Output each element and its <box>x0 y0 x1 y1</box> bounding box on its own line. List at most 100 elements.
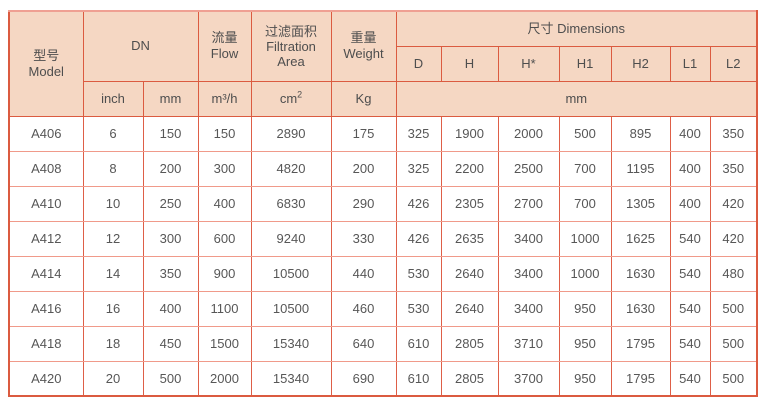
table-row: A414 14 350 900 10500 440 530 2640 3400 … <box>8 255 758 292</box>
cell-dim-h2: 1195 <box>610 150 671 187</box>
col-header-filtration-zh: 过滤面积 <box>264 23 317 39</box>
spec-table-container: 型号 Model DN 流量 Flow 过滤面积 Filtration Area… <box>8 10 759 397</box>
col-header-dim-h2: H2 <box>610 45 671 82</box>
cell-dim-h: 2640 <box>440 255 499 292</box>
cell-dim-l2: 500 <box>709 360 758 397</box>
cell-dim-h-star: 2500 <box>497 150 560 187</box>
col-header-weight: 重量 Weight <box>330 10 397 82</box>
cell-flow: 600 <box>197 220 252 257</box>
cell-dim-l2: 350 <box>709 150 758 187</box>
cell-dim-h-star: 3400 <box>497 255 560 292</box>
col-header-dimensions: 尺寸 Dimensions <box>395 10 758 47</box>
col-header-dim-h1: H1 <box>558 45 612 82</box>
cell-dim-d: 325 <box>395 115 442 152</box>
unit-filtration-sup: 2 <box>297 89 303 100</box>
cell-dim-h: 2805 <box>440 360 499 397</box>
cell-weight: 290 <box>330 185 397 222</box>
cell-dim-l1: 540 <box>669 255 711 292</box>
cell-dn-inch: 12 <box>82 220 144 257</box>
cell-dim-l1: 540 <box>669 360 711 397</box>
cell-filtration-area: 6830 <box>250 185 332 222</box>
cell-dim-l1: 400 <box>669 185 711 222</box>
cell-dim-h2: 1630 <box>610 255 671 292</box>
cell-dim-d: 426 <box>395 220 442 257</box>
cell-weight: 330 <box>330 220 397 257</box>
cell-flow: 150 <box>197 115 252 152</box>
cell-model: A414 <box>8 255 84 292</box>
cell-filtration-area: 2890 <box>250 115 332 152</box>
cell-dn-mm: 350 <box>142 255 199 292</box>
table-row: A416 16 400 1100 10500 460 530 2640 3400… <box>8 290 758 327</box>
cell-dim-h2: 1795 <box>610 360 671 397</box>
cell-dn-mm: 500 <box>142 360 199 397</box>
cell-weight: 460 <box>330 290 397 327</box>
cell-weight: 690 <box>330 360 397 397</box>
cell-dn-inch: 20 <box>82 360 144 397</box>
cell-dim-l2: 420 <box>709 185 758 222</box>
cell-dn-mm: 200 <box>142 150 199 187</box>
col-header-filtration-en2: Area <box>277 53 305 69</box>
cell-dn-inch: 18 <box>82 325 144 362</box>
cell-dim-d: 325 <box>395 150 442 187</box>
cell-flow: 300 <box>197 150 252 187</box>
table-row: A412 12 300 600 9240 330 426 2635 3400 1… <box>8 220 758 257</box>
col-header-filtration-en1: Filtration <box>266 38 316 54</box>
cell-dim-h1: 700 <box>558 150 612 187</box>
cell-dim-d: 530 <box>395 255 442 292</box>
cell-model: A406 <box>8 115 84 152</box>
col-header-flow: 流量 Flow <box>197 10 252 82</box>
cell-dim-h-star: 3700 <box>497 360 560 397</box>
table-row: A418 18 450 1500 15340 640 610 2805 3710… <box>8 325 758 362</box>
cell-dn-inch: 14 <box>82 255 144 292</box>
table-body: A406 6 150 150 2890 175 325 1900 2000 50… <box>8 115 758 397</box>
cell-flow: 1100 <box>197 290 252 327</box>
table-row: A420 20 500 2000 15340 690 610 2805 3700… <box>8 360 758 397</box>
cell-dn-mm: 300 <box>142 220 199 257</box>
cell-model: A420 <box>8 360 84 397</box>
cell-model: A412 <box>8 220 84 257</box>
cell-model: A418 <box>8 325 84 362</box>
col-header-model: 型号 Model <box>8 10 84 117</box>
cell-filtration-area: 4820 <box>250 150 332 187</box>
cell-dim-l1: 540 <box>669 220 711 257</box>
table-row: A410 10 250 400 6830 290 426 2305 2700 7… <box>8 185 758 222</box>
cell-weight: 200 <box>330 150 397 187</box>
cell-dim-h1: 1000 <box>558 255 612 292</box>
cell-weight: 440 <box>330 255 397 292</box>
cell-dim-d: 610 <box>395 325 442 362</box>
cell-dim-h2: 1625 <box>610 220 671 257</box>
cell-dim-h: 2805 <box>440 325 499 362</box>
cell-dn-inch: 10 <box>82 185 144 222</box>
cell-dim-h-star: 3400 <box>497 290 560 327</box>
cell-flow: 2000 <box>197 360 252 397</box>
cell-weight: 175 <box>330 115 397 152</box>
cell-dim-h-star: 3710 <box>497 325 560 362</box>
unit-filtration-base: cm <box>279 90 298 106</box>
col-header-weight-zh: 重量 <box>350 30 377 46</box>
cell-dim-h2: 1795 <box>610 325 671 362</box>
cell-dim-h: 2200 <box>440 150 499 187</box>
cell-dim-h: 2640 <box>440 290 499 327</box>
cell-filtration-area: 15340 <box>250 325 332 362</box>
cell-model: A410 <box>8 185 84 222</box>
unit-flow: m³/h <box>197 80 252 117</box>
cell-dim-d: 530 <box>395 290 442 327</box>
cell-dim-h2: 1305 <box>610 185 671 222</box>
cell-dim-l2: 480 <box>709 255 758 292</box>
cell-dn-mm: 150 <box>142 115 199 152</box>
cell-dim-l2: 500 <box>709 325 758 362</box>
cell-dim-l1: 400 <box>669 115 711 152</box>
header-row-groups: 型号 Model DN 流量 Flow 过滤面积 Filtration Area… <box>8 10 758 117</box>
cell-filtration-area: 10500 <box>250 255 332 292</box>
cell-weight: 640 <box>330 325 397 362</box>
cell-dim-l2: 420 <box>709 220 758 257</box>
cell-dim-h1: 950 <box>558 290 612 327</box>
cell-dim-h-star: 2000 <box>497 115 560 152</box>
cell-dim-h1: 1000 <box>558 220 612 257</box>
cell-filtration-area: 9240 <box>250 220 332 257</box>
cell-dim-l1: 540 <box>669 325 711 362</box>
cell-flow: 900 <box>197 255 252 292</box>
unit-dimensions: mm <box>395 80 758 117</box>
unit-dn-inch: inch <box>82 80 144 117</box>
col-header-dim-l1: L1 <box>669 45 711 82</box>
